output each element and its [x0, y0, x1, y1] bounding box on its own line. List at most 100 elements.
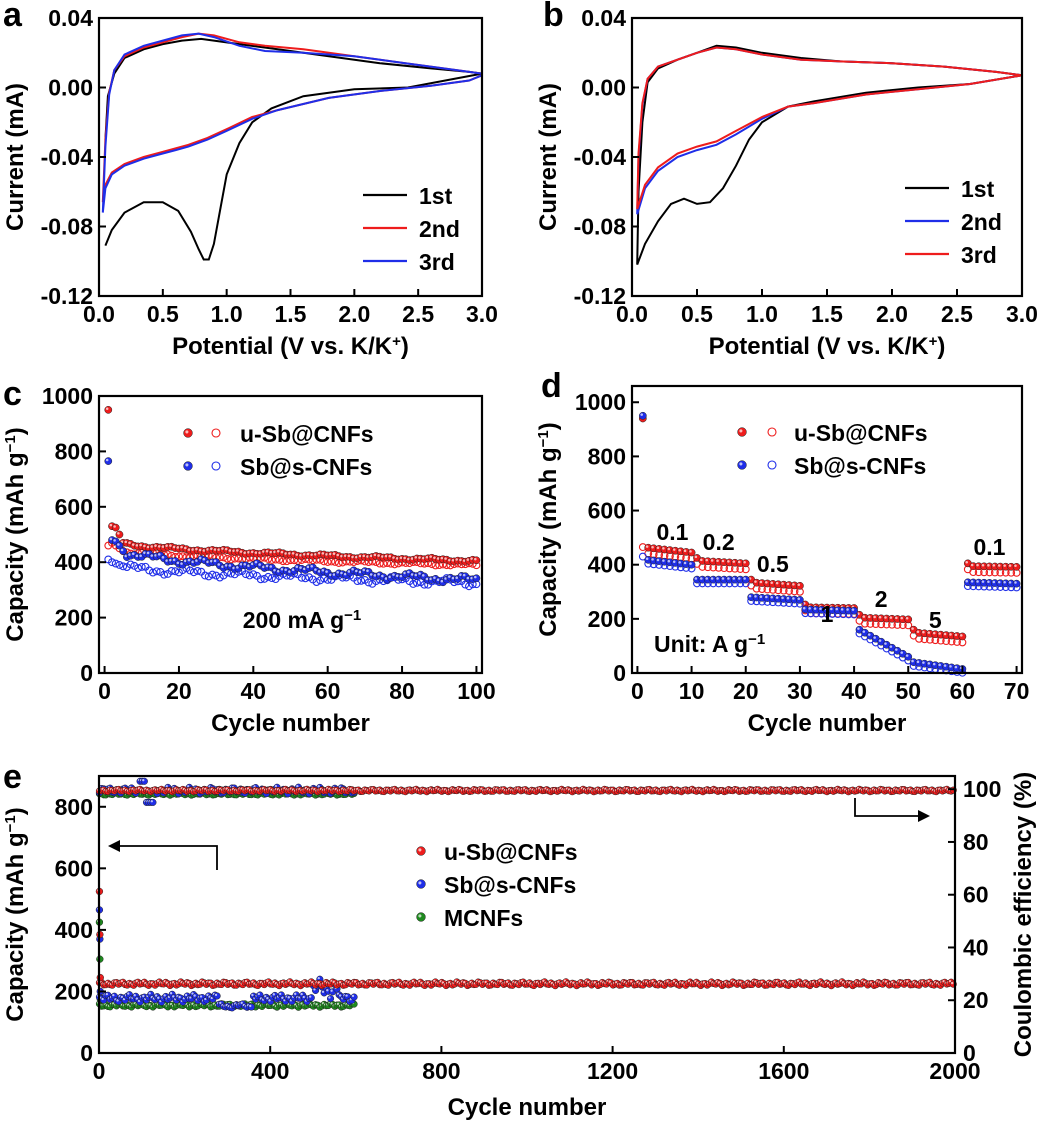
- panel-b: 0.0 0.5 1.0 1.5 2.0 2.5 3.0 0.04 0.00 -0.04 -0.08 -…: [535, 0, 1038, 360]
- data-point-highlight: [932, 662, 936, 666]
- data-point-highlight: [373, 574, 377, 577]
- data-point-highlight: [470, 557, 473, 560]
- data-point-highlight: [157, 553, 161, 556]
- data-point-highlight: [954, 665, 958, 669]
- rate-label: 0.2: [703, 529, 735, 555]
- discharge-point: [111, 523, 120, 532]
- ce-point: [140, 777, 148, 785]
- data-point-highlight: [172, 545, 176, 549]
- data-point-highlight: [651, 980, 654, 983]
- legend-label: 3rd: [961, 242, 997, 268]
- capacity-point: [307, 994, 315, 1002]
- data-point-highlight: [184, 993, 188, 997]
- data-point-highlight: [273, 568, 276, 572]
- data-point-highlight: [105, 458, 109, 462]
- data-point-highlight: [440, 556, 444, 560]
- data-point-highlight: [280, 568, 284, 571]
- label-part: Capacity (mAh g: [2, 832, 29, 1021]
- x-tick-label: 0.5: [147, 301, 179, 327]
- capacity-point: [350, 993, 358, 1001]
- rate-label: 0.1: [657, 519, 689, 545]
- data-point-highlight: [228, 549, 232, 552]
- data-point-highlight: [410, 573, 414, 576]
- data-point-highlight: [143, 544, 146, 548]
- charge-point: [111, 559, 120, 568]
- data-point-highlight: [330, 989, 333, 992]
- y-tick-label: 0: [613, 660, 626, 686]
- data-point-highlight: [345, 994, 348, 997]
- data-point-highlight: [202, 549, 206, 552]
- data-point-highlight: [109, 523, 113, 527]
- y-tick-label: 600: [588, 498, 626, 524]
- data-point-highlight: [172, 558, 176, 562]
- data-point-highlight: [101, 997, 104, 1001]
- y-tick-label: 1000: [42, 383, 93, 409]
- data-point-highlight: [916, 660, 920, 664]
- y-tick-label: 0.00: [48, 75, 93, 101]
- data-point-highlight: [997, 580, 1001, 584]
- data-point-highlight: [325, 570, 328, 573]
- data-point-highlight: [228, 564, 232, 567]
- data-point-highlight: [325, 553, 328, 556]
- data-point-highlight: [651, 558, 654, 561]
- charge-point: [357, 576, 366, 585]
- data-point-highlight: [328, 996, 331, 999]
- x-tick-label: 0.0: [83, 301, 115, 327]
- discharge-point: [1012, 563, 1021, 571]
- data-point-highlight: [981, 563, 985, 567]
- data-point-highlight: [221, 565, 224, 569]
- charge-point: [249, 570, 258, 579]
- label-part: ): [2, 807, 29, 815]
- y-tick-label: -0.12: [41, 283, 93, 309]
- data-point-highlight: [272, 993, 275, 996]
- legend-marker: [183, 461, 193, 471]
- charge-point: [223, 554, 232, 563]
- data-point-highlight: [775, 581, 779, 585]
- data-point-highlight: [268, 999, 271, 1002]
- data-point-highlight: [965, 579, 968, 583]
- y2-tick-label: 80: [963, 829, 989, 855]
- data-point-highlight: [377, 554, 380, 557]
- y-tick-label: 0.04: [48, 5, 93, 31]
- data-point-highlight: [265, 549, 269, 553]
- y-tick-label: 0: [80, 660, 93, 686]
- data-point-highlight: [451, 559, 455, 562]
- y-tick-label: 400: [588, 552, 626, 578]
- data-point-highlight: [187, 785, 190, 788]
- data-point-highlight: [373, 553, 377, 557]
- legend-label: Sb@s-CNFs: [444, 872, 576, 898]
- x-tick-label: 20: [166, 678, 192, 704]
- plot-frame: [630, 384, 1024, 675]
- data-point-highlight: [206, 560, 209, 564]
- plot-frame: [97, 394, 484, 675]
- data-point-highlight: [765, 595, 768, 599]
- data-point-highlight: [960, 634, 963, 637]
- charge-point: [193, 567, 202, 575]
- data-point-highlight: [700, 558, 703, 562]
- data-point-highlight: [739, 429, 743, 433]
- data-point-highlight: [743, 577, 746, 580]
- data-point-highlight: [781, 596, 784, 600]
- data-point-highlight: [161, 556, 165, 559]
- data-point-highlight: [1003, 564, 1006, 567]
- data-point-highlight: [317, 976, 320, 980]
- data-point-highlight: [987, 564, 990, 567]
- x-tick-label: 1200: [587, 1058, 638, 1084]
- data-point-highlight: [689, 550, 692, 553]
- data-point-highlight: [269, 550, 273, 554]
- data-point-highlight: [249, 1004, 252, 1008]
- data-point-highlight: [332, 980, 335, 983]
- data-point-highlight: [135, 544, 139, 547]
- data-point-highlight: [407, 570, 410, 574]
- data-point-highlight: [202, 557, 206, 561]
- data-point-highlight: [976, 563, 979, 567]
- y-axis-label: Capacity (mAh g−1): [2, 807, 30, 1021]
- data-point-highlight: [244, 979, 248, 983]
- data-point-highlight: [710, 577, 714, 580]
- data-point-highlight: [813, 607, 817, 610]
- data-point-highlight: [808, 607, 811, 610]
- data-point-highlight: [137, 999, 141, 1003]
- data-point-highlight: [873, 615, 876, 619]
- data-point-highlight: [672, 560, 676, 564]
- data-point-highlight: [775, 596, 779, 599]
